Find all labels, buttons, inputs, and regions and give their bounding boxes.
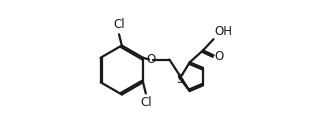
Text: OH: OH <box>214 25 232 38</box>
Text: O: O <box>147 53 156 66</box>
Text: O: O <box>214 50 223 63</box>
Text: Cl: Cl <box>113 18 125 31</box>
Text: S: S <box>176 73 184 86</box>
Text: Cl: Cl <box>141 96 152 109</box>
